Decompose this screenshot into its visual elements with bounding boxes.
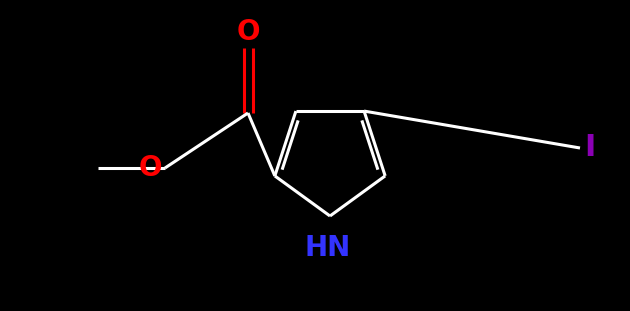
Text: O: O bbox=[139, 154, 162, 182]
Text: HN: HN bbox=[305, 234, 351, 262]
Text: O: O bbox=[236, 18, 260, 46]
Text: I: I bbox=[584, 133, 595, 163]
